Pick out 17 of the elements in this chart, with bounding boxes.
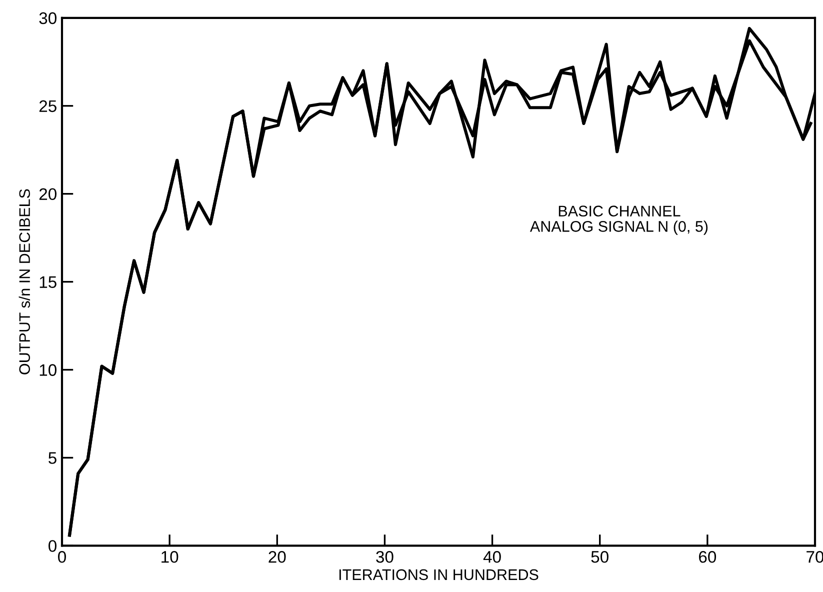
x-tick-label: 40 bbox=[483, 551, 501, 563]
x-tick-label: 30 bbox=[376, 551, 394, 563]
y-axis-title: OUTPUT s/n IN DECIBELS bbox=[18, 189, 30, 374]
y-tick-label: 5 bbox=[48, 452, 56, 464]
y-tick-label: 30 bbox=[39, 12, 56, 24]
annotation: BASIC CHANNEL ANALOG SIGNAL N (0, 5) bbox=[530, 206, 708, 235]
x-tick-label: 0 bbox=[58, 551, 66, 563]
y-tick-label: 10 bbox=[40, 364, 56, 376]
x-axis-title: ITERATIONS IN HUNDREDS bbox=[339, 569, 538, 580]
x-tick-label: 10 bbox=[162, 551, 178, 563]
x-tick-label: 20 bbox=[268, 551, 286, 563]
y-tick-label: 15 bbox=[40, 276, 56, 288]
x-tick-label: 60 bbox=[699, 551, 716, 563]
y-tick-label: 25 bbox=[39, 100, 56, 112]
x-tick-label: 50 bbox=[591, 551, 608, 563]
y-tick-label: 20 bbox=[39, 188, 56, 200]
y-tick-label: 0 bbox=[48, 540, 56, 552]
